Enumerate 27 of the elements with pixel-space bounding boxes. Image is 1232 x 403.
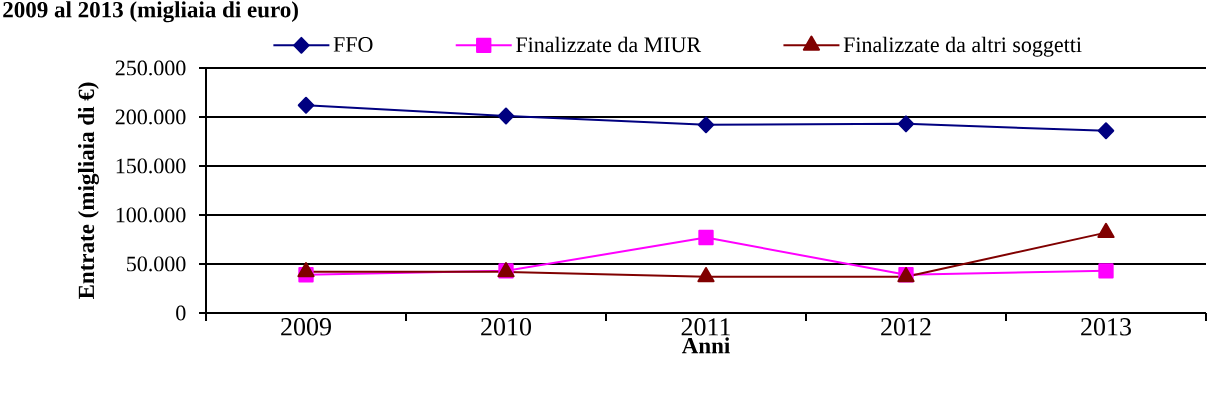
legend-label: Finalizzate da MIUR — [516, 36, 702, 53]
point — [1098, 263, 1114, 279]
y-tick-label: 100.000 — [116, 207, 186, 223]
y-tick-label: 200.000 — [115, 109, 186, 125]
x-axis-title: Anni — [681, 337, 730, 354]
y-tick-label: 50.000 — [127, 256, 186, 272]
x-tick-label: 2013 — [1081, 318, 1131, 336]
x-tick-label: 2010 — [481, 318, 532, 336]
y-tick-label: 150.000 — [116, 158, 186, 174]
point — [697, 266, 715, 283]
point — [297, 96, 315, 114]
point — [297, 262, 315, 278]
x-tick-label: 2009 — [281, 318, 331, 336]
x-tick-label: 2012 — [881, 318, 931, 336]
point — [897, 115, 915, 133]
y-tick-label: 250.000 — [115, 60, 186, 76]
y-tick-label: 0 — [176, 305, 186, 321]
legend-label: FFO — [333, 37, 373, 52]
point — [697, 116, 715, 134]
legend-label: Finalizzate da altri soggetti — [843, 36, 1082, 57]
point — [497, 107, 515, 125]
chart-title: 2009 al 2013 (migliaia di euro) — [3, 1, 298, 23]
point — [698, 229, 714, 246]
y-axis-title: Entrate (migliaia di €) — [77, 82, 99, 300]
point — [1097, 122, 1115, 140]
x-tick-label: 2011 — [681, 318, 730, 336]
point — [1097, 222, 1115, 239]
